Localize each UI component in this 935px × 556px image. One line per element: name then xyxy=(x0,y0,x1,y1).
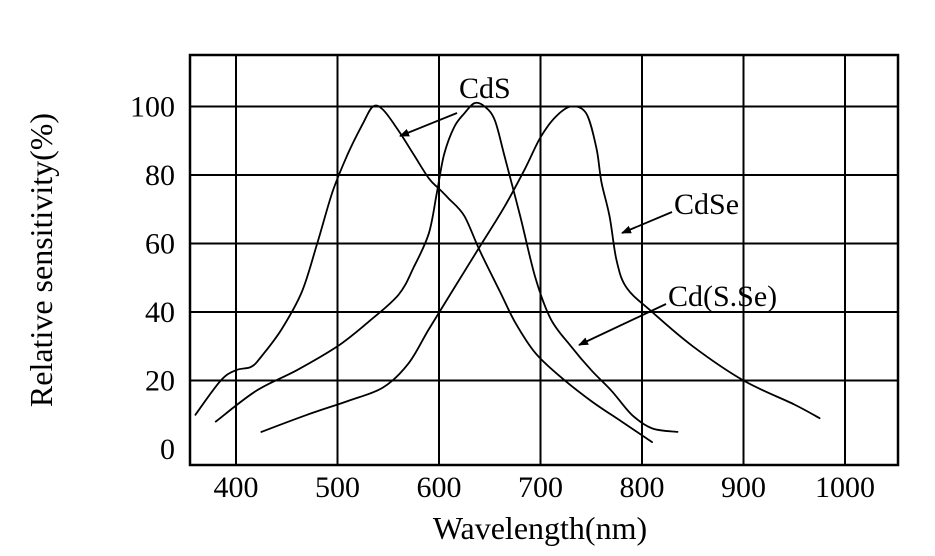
annotation-arrow-cds xyxy=(399,112,458,137)
y-axis-title: Relative sensitivity(%) xyxy=(23,113,59,407)
y-tick-label: 100 xyxy=(130,91,175,124)
x-tick-label: 800 xyxy=(620,471,665,504)
series-line-cd-s-se xyxy=(214,101,679,433)
y-tick-label: 20 xyxy=(145,365,175,398)
y-tick-label: 80 xyxy=(145,159,175,192)
x-tick-label: 700 xyxy=(518,471,563,504)
x-tick-label: 900 xyxy=(721,471,766,504)
annotation-label-cd-s-se: Cd(S.Se) xyxy=(668,280,777,313)
annotations: CdS CdSe Cd(S.Se) xyxy=(399,72,777,346)
x-tick-label: 1000 xyxy=(815,471,875,504)
series-curves xyxy=(194,101,821,443)
annotation-label-cdse: CdSe xyxy=(674,188,739,221)
series-line-cdse xyxy=(260,105,821,433)
annotation-label-cds: CdS xyxy=(459,72,511,105)
series-line-cds xyxy=(194,104,653,443)
annotation-arrow-cdse xyxy=(621,211,673,234)
x-tick-label: 400 xyxy=(214,471,259,504)
annotation-arrow-cd-s-se xyxy=(578,303,667,346)
y-tick-label: 0 xyxy=(160,433,175,466)
x-tick-label: 600 xyxy=(417,471,462,504)
tick-labels: 400 500 600 700 800 900 1000 0 20 40 60 80 100 xyxy=(130,91,875,505)
y-tick-label: 60 xyxy=(145,228,175,261)
grid xyxy=(190,55,898,465)
plot-frame xyxy=(188,53,900,467)
x-tick-label: 500 xyxy=(315,471,360,504)
y-tick-label: 40 xyxy=(145,296,175,329)
x-axis-title: Wavelength(nm) xyxy=(433,510,647,546)
